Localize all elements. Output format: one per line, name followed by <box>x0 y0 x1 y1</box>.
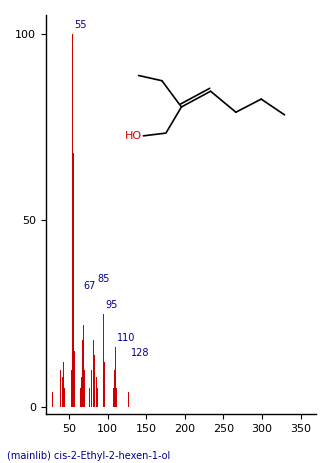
Bar <box>96 377 97 407</box>
Text: 55: 55 <box>74 20 87 30</box>
Bar <box>73 153 74 407</box>
Bar <box>93 340 94 407</box>
Bar <box>64 388 65 407</box>
Bar <box>128 392 129 407</box>
Bar <box>63 362 64 407</box>
Bar <box>129 396 130 407</box>
Bar <box>94 355 95 407</box>
Bar <box>97 388 98 407</box>
Bar <box>60 369 61 407</box>
Text: 95: 95 <box>105 300 118 310</box>
Bar <box>105 377 106 407</box>
Bar <box>89 388 90 407</box>
Bar <box>80 388 81 407</box>
Bar <box>103 313 104 407</box>
Bar <box>91 369 92 407</box>
Text: 67: 67 <box>83 281 96 291</box>
Bar <box>83 325 84 407</box>
Bar <box>104 362 105 407</box>
Bar <box>115 347 116 407</box>
Bar <box>114 369 115 407</box>
Text: 110: 110 <box>117 333 135 344</box>
Bar <box>52 392 53 407</box>
Bar <box>84 369 85 407</box>
Bar <box>75 392 76 407</box>
Text: 128: 128 <box>131 348 149 358</box>
Text: 85: 85 <box>97 274 110 284</box>
Text: (mainlib) cis-2-Ethyl-2-hexen-1-ol: (mainlib) cis-2-Ethyl-2-hexen-1-ol <box>7 450 170 461</box>
Bar <box>72 34 73 407</box>
Bar <box>82 340 83 407</box>
